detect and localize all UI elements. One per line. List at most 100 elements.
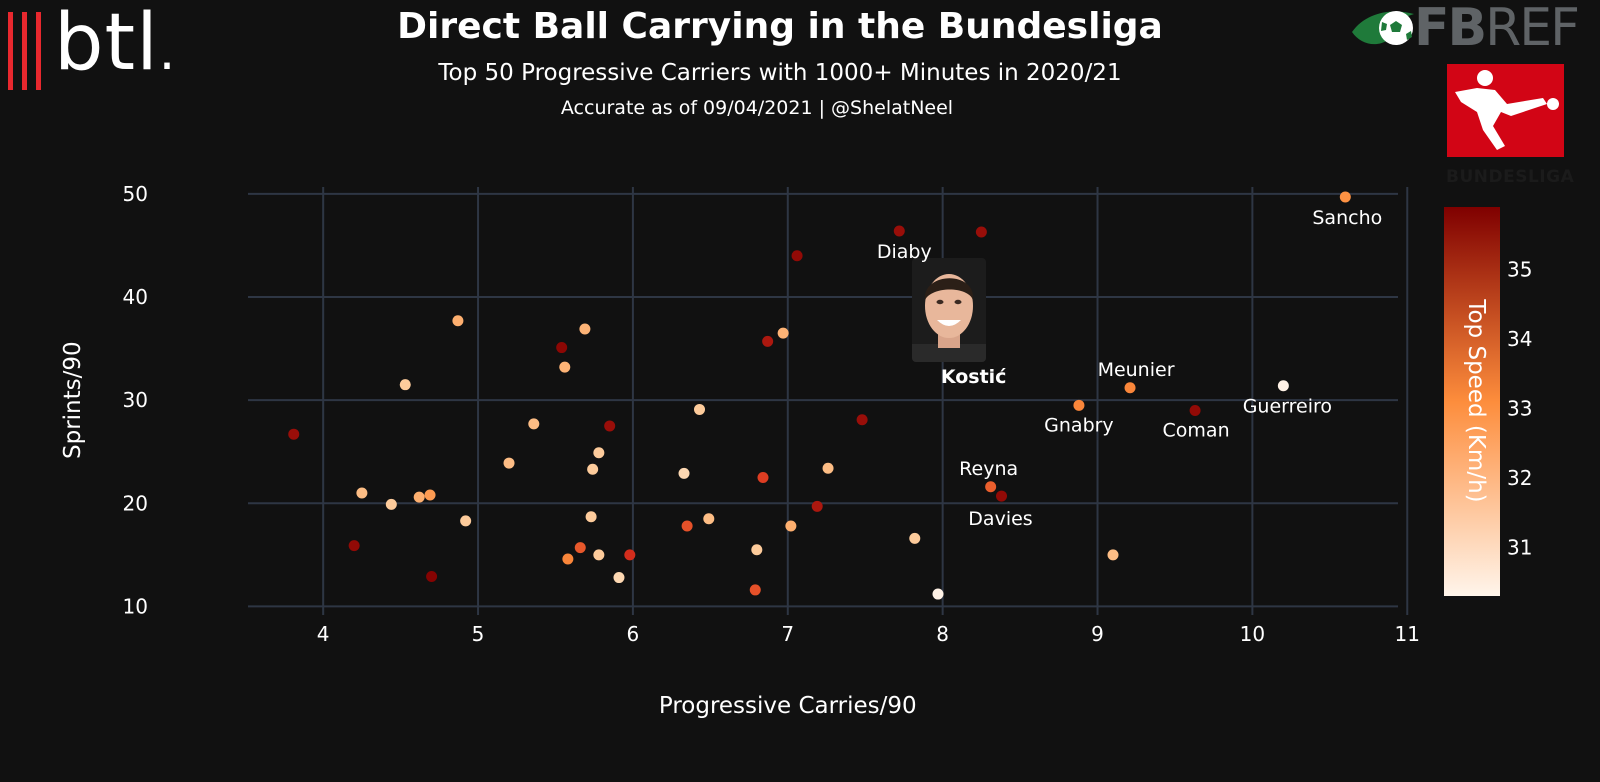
scatter-point xyxy=(613,572,625,584)
scatter-point xyxy=(985,481,997,493)
point-label: Guerreiro xyxy=(1243,396,1332,418)
x-tick-label: 11 xyxy=(1395,622,1420,646)
point-label: Diaby xyxy=(877,241,932,263)
fbref-text-thin: REF xyxy=(1485,0,1580,58)
scatter-point xyxy=(703,513,715,525)
x-tick-label: 9 xyxy=(1091,622,1104,646)
player-photo xyxy=(912,258,986,362)
scatter-point xyxy=(751,544,763,556)
colorbar-tick-label: 31 xyxy=(1507,535,1532,559)
scatter-point xyxy=(996,490,1008,502)
y-tick-label: 10 xyxy=(123,594,148,618)
scatter-point xyxy=(694,403,706,415)
scatter-point xyxy=(604,420,616,432)
scatter-point xyxy=(932,588,944,600)
point-label: Davies xyxy=(968,508,1032,530)
scatter-point xyxy=(348,540,360,552)
scatter-point xyxy=(856,414,868,426)
scatter-point xyxy=(1124,382,1136,394)
colorbar-ticks: 31 32 33 34 35 xyxy=(1507,258,1532,560)
scatter-points xyxy=(288,191,1351,600)
btl-logo-text: btl. xyxy=(54,0,177,88)
scatter-point xyxy=(288,428,300,440)
scatter-point xyxy=(413,491,425,503)
scatter-point xyxy=(559,361,571,373)
scatter-point xyxy=(579,323,591,335)
y-tick-label: 20 xyxy=(123,491,148,515)
chart-note: Accurate as of 09/04/2021 | @ShelatNeel xyxy=(560,97,954,119)
scatter-point xyxy=(822,462,834,474)
scatter-point xyxy=(1189,404,1201,416)
fbref-text: FB xyxy=(1414,0,1487,58)
scatter-point xyxy=(385,498,397,510)
colorbar xyxy=(1444,207,1500,596)
scatter-point xyxy=(909,532,921,544)
football-icon xyxy=(1352,11,1414,45)
fbref-logo: FBREF xyxy=(1352,0,1580,58)
logo-stripe xyxy=(22,12,27,90)
x-axis-ticks: 4 5 6 7 8 9 10 11 xyxy=(317,622,1420,646)
scatter-point xyxy=(426,571,438,583)
point-label: Kostić xyxy=(941,366,1007,388)
point-label: Coman xyxy=(1163,419,1230,441)
bundesliga-logo xyxy=(1447,64,1564,157)
colorbar-tick-label: 33 xyxy=(1507,396,1532,420)
colorbar-tick-label: 35 xyxy=(1507,258,1532,282)
point-labels: Sancho Diaby Kostić Meunier Guerreiro Gnabry C… xyxy=(877,207,1382,530)
scatter-point xyxy=(785,520,797,532)
point-label: Meunier xyxy=(1098,359,1175,381)
x-tick-label: 8 xyxy=(936,622,949,646)
scatter-point xyxy=(452,315,464,327)
scatter-point xyxy=(585,511,597,523)
scatter-point xyxy=(893,225,905,237)
x-tick-label: 5 xyxy=(472,622,485,646)
scatter-point xyxy=(424,489,436,501)
scatter-point xyxy=(1277,380,1289,392)
y-axis-label: Sprints/90 xyxy=(60,341,86,459)
scatter-point xyxy=(749,584,761,596)
scatter-point xyxy=(1339,191,1351,203)
scatter-point xyxy=(681,520,693,532)
y-tick-label: 50 xyxy=(123,182,148,206)
scatter-point xyxy=(757,472,769,484)
y-axis-ticks: 10 20 30 40 50 xyxy=(123,182,148,619)
scatter-point xyxy=(811,500,823,512)
scatter-point xyxy=(791,250,803,262)
scatter-point xyxy=(777,327,789,339)
scatter-point xyxy=(356,487,368,499)
scatter-point xyxy=(574,542,586,554)
scatter-point xyxy=(562,553,574,565)
colorbar-tick-label: 34 xyxy=(1507,327,1532,351)
x-tick-label: 4 xyxy=(317,622,330,646)
scatter-point xyxy=(1073,399,1085,411)
scatter-point xyxy=(503,457,515,469)
scatter-point xyxy=(399,379,411,391)
bundesliga-wordmark: BUNDESLIGA xyxy=(1446,167,1575,187)
point-label: Reyna xyxy=(959,458,1018,480)
scatter-point xyxy=(593,447,605,459)
scatter-point xyxy=(556,342,568,354)
scatter-point xyxy=(460,515,472,527)
chart-subtitle: Top 50 Progressive Carriers with 1000+ M… xyxy=(438,60,1122,86)
point-label: Gnabry xyxy=(1044,414,1114,436)
colorbar-label: Top Speed (Km/h) xyxy=(1463,298,1489,502)
kicker-silhouette-icon xyxy=(1455,70,1559,150)
scatter-point xyxy=(1107,549,1119,561)
colorbar-tick-label: 32 xyxy=(1507,466,1532,490)
y-tick-label: 30 xyxy=(123,388,148,412)
x-axis-label: Progressive Carries/90 xyxy=(659,693,917,719)
grid-lines xyxy=(248,187,1409,615)
scatter-point xyxy=(593,549,605,561)
scatter-point xyxy=(624,549,636,561)
x-tick-label: 6 xyxy=(627,622,640,646)
x-tick-label: 10 xyxy=(1240,622,1265,646)
logo-stripe xyxy=(8,12,13,90)
logo-stripe xyxy=(36,12,41,90)
scatter-point xyxy=(975,226,987,238)
y-tick-label: 40 xyxy=(123,285,148,309)
x-tick-label: 7 xyxy=(781,622,794,646)
scatter-point xyxy=(762,335,774,347)
point-label: Sancho xyxy=(1312,207,1382,229)
chart-title: Direct Ball Carrying in the Bundesliga xyxy=(397,6,1163,47)
scatter-point xyxy=(587,463,599,475)
